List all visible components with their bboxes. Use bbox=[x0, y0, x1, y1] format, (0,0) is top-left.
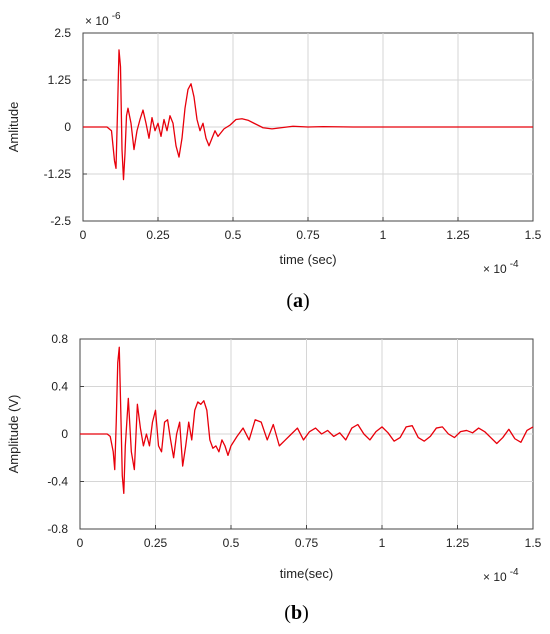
chart-b-y-tick-label: 0.8 bbox=[51, 332, 68, 346]
chart-a-x-exponent: × 10 -4 bbox=[483, 259, 519, 276]
chart-b-caption: (b) bbox=[284, 602, 308, 624]
chart-b-series-line bbox=[80, 346, 534, 495]
chart-b-y-axis-label: Amplitude (V) bbox=[6, 395, 21, 474]
chart-a-y-tick-label: -1.25 bbox=[44, 167, 72, 181]
chart-a-caption-close: ) bbox=[303, 290, 310, 312]
chart-a-x-tick-label: 0.25 bbox=[146, 228, 170, 242]
chart-a-y-tick-label: 0 bbox=[64, 120, 71, 134]
chart-a-y-tick-label: -2.5 bbox=[50, 214, 71, 228]
chart-b-y-tick-label: 0.4 bbox=[51, 380, 68, 394]
chart-a-caption-open: ( bbox=[286, 290, 293, 312]
chart-a-y-tick-label: 1.25 bbox=[48, 73, 72, 87]
chart-b-x-exponent-power: -4 bbox=[510, 567, 519, 578]
chart-b-x-tick-label: 1.25 bbox=[446, 536, 470, 550]
chart-b-x-tick-label: 0.75 bbox=[295, 536, 319, 550]
chart-a-series-line bbox=[83, 49, 533, 181]
chart-b-caption-open: ( bbox=[284, 602, 291, 624]
chart-b-x-exponent-base: × 10 bbox=[483, 570, 507, 584]
chart-a-y-exponent: × 10 -6 bbox=[85, 11, 121, 28]
chart-a-x-tick-label: 1.25 bbox=[446, 228, 470, 242]
chart-a-x-tick-label: 0 bbox=[80, 228, 87, 242]
chart-a-caption: (a) bbox=[286, 290, 309, 312]
chart-b-y-tick-label: -0.8 bbox=[47, 522, 68, 536]
chart-b-caption-close: ) bbox=[302, 602, 309, 624]
chart-a-x-tick-label: 0.75 bbox=[296, 228, 320, 242]
chart-b-y-tick-label: -0.4 bbox=[47, 475, 68, 489]
chart-b-x-axis-label: time(sec) bbox=[280, 566, 333, 581]
chart-a-x-axis-label: time (sec) bbox=[279, 252, 336, 267]
chart-b-x-tick-label: 0.5 bbox=[223, 536, 240, 550]
chart-a-x-tick-label: 0.5 bbox=[225, 228, 242, 242]
chart-a-y-axis-label: Amlitude bbox=[6, 102, 21, 153]
chart-a-y-exponent-power: -6 bbox=[112, 11, 121, 22]
chart-b-y-tick-label: 0 bbox=[61, 427, 68, 441]
chart-b-x-tick-label: 1 bbox=[379, 536, 386, 550]
chart-a: 0 0.25 0.5 0.75 1 1.25 1.5 2.5 1.25 0 -1.25 -2.5 × 1… bbox=[6, 11, 542, 312]
chart-a-x-tick-label: 1 bbox=[380, 228, 387, 242]
chart-b: 0 0.25 0.5 0.75 1 1.25 1.5 0.8 0.4 0 -0.4 -0.8 × 10-… bbox=[6, 332, 542, 624]
chart-b-caption-letter: b bbox=[291, 602, 302, 624]
chart-b-x-tick-label: 0.25 bbox=[144, 536, 168, 550]
chart-a-x-tick-label: 1.5 bbox=[525, 228, 542, 242]
chart-a-caption-letter: a bbox=[293, 290, 303, 312]
chart-a-x-exponent-power: -4 bbox=[510, 259, 519, 270]
chart-b-x-tick-label: 1.5 bbox=[525, 536, 542, 550]
chart-b-x-tick-label: 0 bbox=[77, 536, 84, 550]
chart-a-y-exponent-base: × 10 bbox=[85, 14, 109, 28]
chart-b-x-exponent: × 10 -4 bbox=[483, 567, 519, 584]
chart-a-x-exponent-base: × 10 bbox=[483, 262, 507, 276]
chart-a-y-tick-label: 2.5 bbox=[54, 26, 71, 40]
